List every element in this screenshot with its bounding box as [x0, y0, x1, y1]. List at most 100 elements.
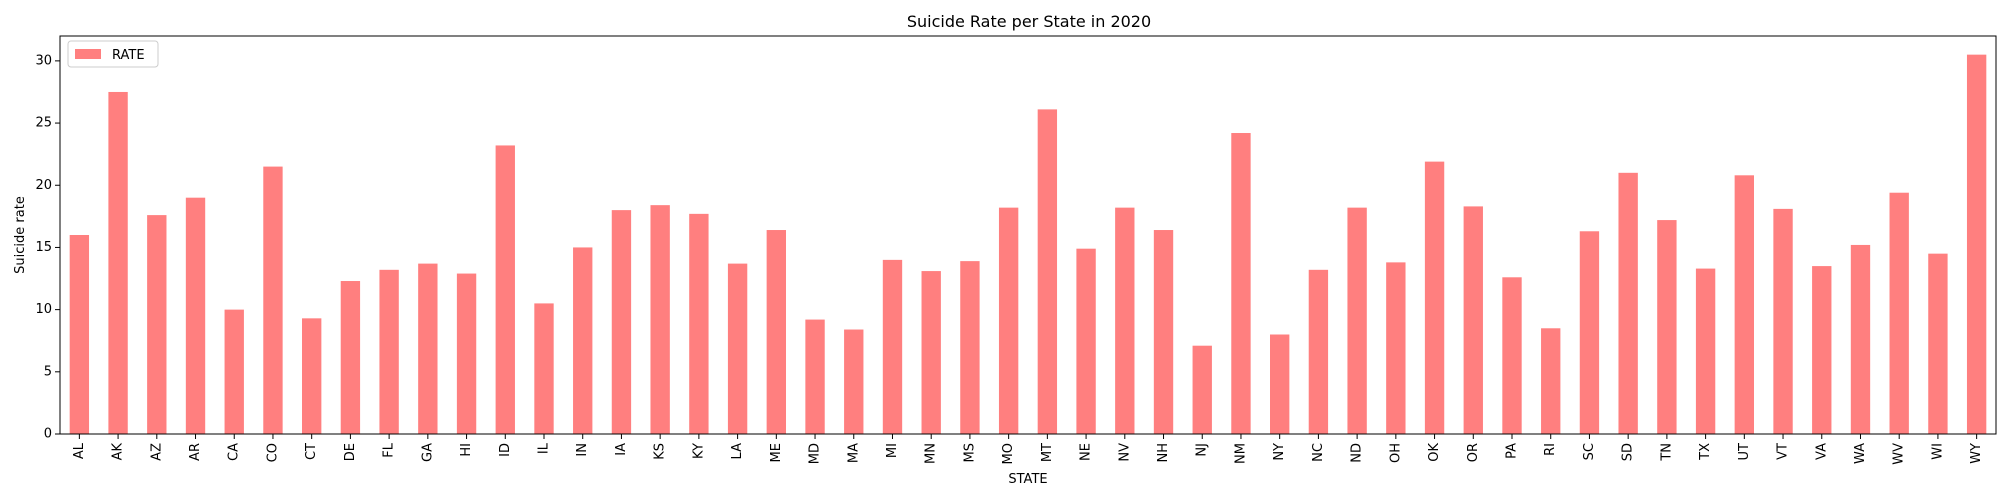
y-axis: 0 5 10 15 20 25 30	[35, 53, 60, 442]
y-tick-label: 15	[35, 240, 52, 255]
x-tick-label: NV	[1117, 443, 1132, 462]
bar-ky	[689, 213, 709, 434]
x-tick-label: MI	[885, 443, 900, 458]
bar-nc	[1308, 269, 1329, 434]
bar-in	[573, 247, 593, 434]
x-tick-label: WI	[1930, 443, 1945, 460]
x-tick-label: TX	[1698, 443, 1713, 461]
bar-mn	[921, 271, 941, 434]
bar-ok	[1424, 161, 1445, 434]
x-tick-label: AK	[111, 443, 126, 461]
bar-la	[727, 263, 748, 434]
bar-nh	[1153, 230, 1174, 434]
bar-or	[1463, 206, 1483, 434]
bar-wy	[1966, 54, 1987, 434]
y-tick-label: 20	[35, 178, 52, 193]
x-tick-label: MA	[846, 443, 861, 463]
x-tick-label: MS	[962, 443, 977, 462]
x-tick-label: VT	[1776, 443, 1791, 460]
bar-wi	[1928, 253, 1948, 434]
y-tick-label: 10	[35, 302, 52, 317]
x-tick-label: LA	[730, 443, 745, 460]
legend-label-rate: RATE	[112, 48, 145, 63]
bar-ri	[1541, 328, 1561, 434]
legend-box	[67, 40, 159, 68]
x-tick-label: AZ	[149, 443, 164, 461]
x-tick-label: KS	[653, 443, 668, 460]
x-tick-label: VA	[1814, 443, 1829, 460]
bar-ak	[108, 91, 128, 434]
x-tick-label: FL	[382, 442, 397, 457]
x-tick-label: OR	[1466, 443, 1481, 462]
bar-sc	[1579, 231, 1600, 434]
x-tick-label: WY	[1969, 443, 1984, 464]
x-tick-label: MO	[1001, 443, 1016, 464]
bar-md	[805, 319, 825, 434]
x-tick-label: NC	[1311, 443, 1326, 462]
bar-vt	[1773, 208, 1793, 434]
x-axis-label: STATE	[1008, 472, 1047, 487]
x-tick-label: DE	[343, 443, 358, 461]
bar-sd	[1618, 172, 1638, 434]
bar-wa	[1850, 244, 1871, 434]
chart-title: Suicide Rate per State in 2020	[907, 12, 1151, 31]
bar-il	[534, 303, 554, 434]
bar-ms	[960, 261, 980, 434]
bar-hi	[456, 273, 477, 434]
bars-group	[69, 54, 1987, 435]
bar-ks	[650, 205, 670, 434]
x-tick-label: GA	[420, 443, 435, 462]
bar-wv	[1889, 192, 1909, 434]
bar-nj	[1192, 345, 1212, 434]
bar-ut	[1734, 175, 1754, 435]
x-tick-label: NH	[1156, 443, 1171, 463]
x-tick-label: UT	[1737, 443, 1752, 461]
bar-mi	[882, 259, 903, 434]
bar-pa	[1502, 277, 1522, 434]
y-axis-label: Suicide rate	[13, 196, 28, 274]
x-tick-label: WV	[1892, 443, 1907, 465]
bar-nv	[1115, 207, 1135, 434]
x-tick-label: MT	[1040, 443, 1055, 462]
legend-swatch	[75, 49, 101, 59]
bar-nd	[1347, 207, 1367, 434]
x-tick-label: ME	[769, 443, 784, 462]
x-tick-label: CA	[227, 443, 242, 461]
bar-mt	[1037, 109, 1058, 434]
x-tick-label: AL	[72, 442, 87, 459]
x-tick-label: ID	[498, 443, 513, 457]
bar-va	[1812, 266, 1832, 434]
x-tick-label: RI	[1543, 443, 1558, 456]
x-tick-label: AR	[188, 443, 203, 461]
y-tick-label: 25	[35, 116, 52, 131]
x-tick-label: CT	[304, 443, 319, 460]
plot-frame	[59, 35, 1997, 435]
x-tick-label: WA	[1853, 443, 1868, 464]
bar-ia	[611, 210, 632, 434]
y-tick-label: 5	[44, 364, 52, 379]
bar-nm	[1231, 133, 1251, 434]
bar-me	[766, 230, 786, 434]
x-tick-label: SD	[1621, 443, 1636, 461]
x-tick-label: PA	[1505, 443, 1520, 459]
x-tick-label: ND	[1350, 443, 1365, 463]
x-tick-label: TN	[1659, 443, 1674, 462]
x-tick-label: SC	[1582, 443, 1597, 460]
bar-ny	[1270, 334, 1290, 434]
bar-ga	[418, 263, 438, 434]
bar-ar	[185, 197, 206, 434]
bar-ma	[844, 329, 864, 434]
bar-de	[340, 281, 361, 434]
x-tick-label: IN	[575, 443, 590, 457]
x-tick-label: NY	[1272, 443, 1287, 461]
y-tick-label: 0	[44, 427, 52, 442]
x-axis: AL AK AZ AR CA CO CT DE FL GA HI ID IL IN IA KS KY LA ME MD…	[72, 434, 1984, 465]
x-tick-label: OH	[1388, 443, 1403, 463]
bar-tn	[1657, 220, 1677, 434]
legend: RATE	[67, 40, 159, 68]
x-tick-label: IA	[614, 443, 629, 456]
x-tick-label: MN	[924, 443, 939, 464]
bar-id	[495, 145, 515, 434]
x-tick-label: MD	[808, 443, 823, 464]
